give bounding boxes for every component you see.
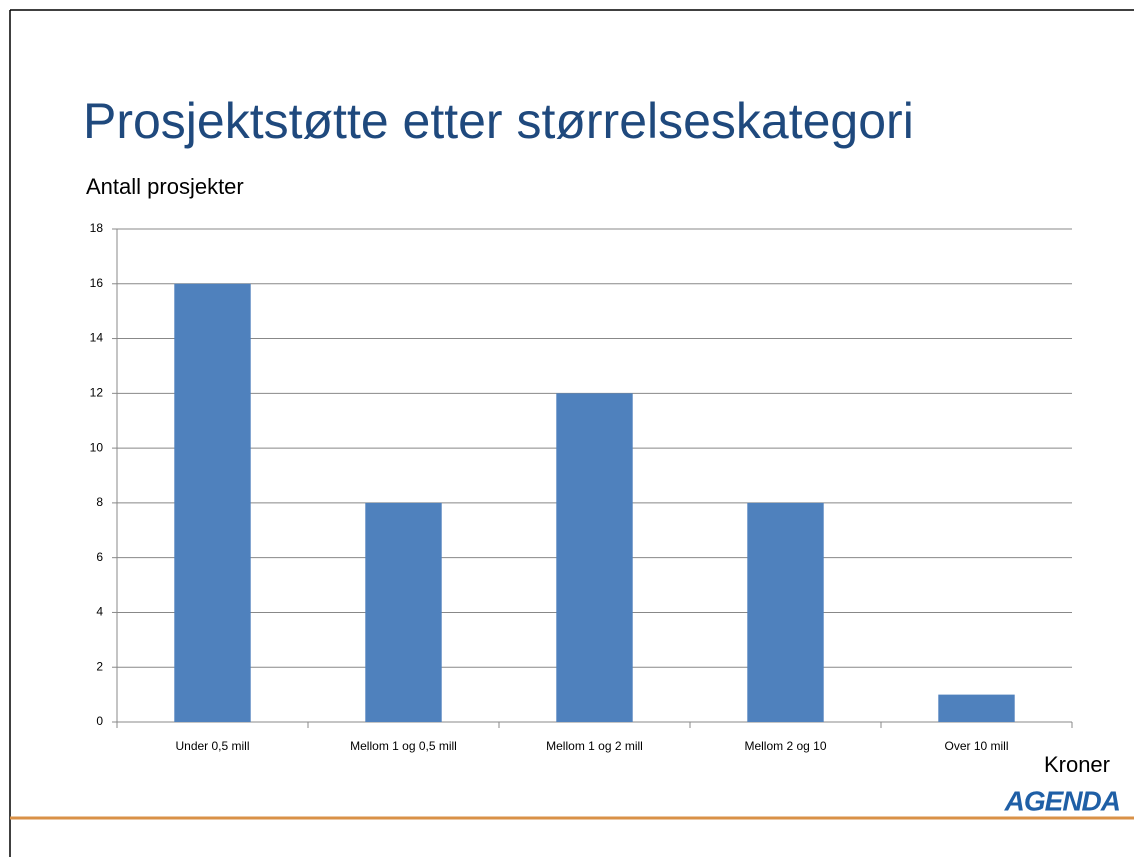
y-tick-label: 18 xyxy=(90,221,104,235)
x-tick-label: Mellom 2 og 10 xyxy=(744,739,826,753)
y-tick-label: 6 xyxy=(96,550,103,564)
y-tick-label: 8 xyxy=(96,495,103,509)
bar xyxy=(938,694,1015,722)
y-tick-label: 12 xyxy=(90,386,104,400)
bar xyxy=(556,393,633,722)
bar xyxy=(365,502,442,722)
y-tick-label: 16 xyxy=(90,276,104,290)
y-tick-label: 14 xyxy=(90,331,104,345)
bar xyxy=(174,283,251,722)
y-tick-label: 2 xyxy=(96,659,103,673)
x-tick-label: Mellom 1 og 0,5 mill xyxy=(350,739,457,753)
y-tick-label: 10 xyxy=(90,440,104,454)
chart-title: Prosjektstøtte etter størrelseskategori xyxy=(83,93,914,149)
x-tick-label: Under 0,5 mill xyxy=(175,739,249,753)
x-axis-label: Kroner xyxy=(1044,752,1110,777)
logo: AGENDA xyxy=(1004,785,1120,816)
y-tick-label: 4 xyxy=(96,605,103,619)
y-tick-label: 0 xyxy=(96,714,103,728)
x-tick-label: Mellom 1 og 2 mill xyxy=(546,739,643,753)
bar xyxy=(747,502,824,722)
x-tick-label: Over 10 mill xyxy=(944,739,1008,753)
y-axis-label: Antall prosjekter xyxy=(86,174,244,199)
